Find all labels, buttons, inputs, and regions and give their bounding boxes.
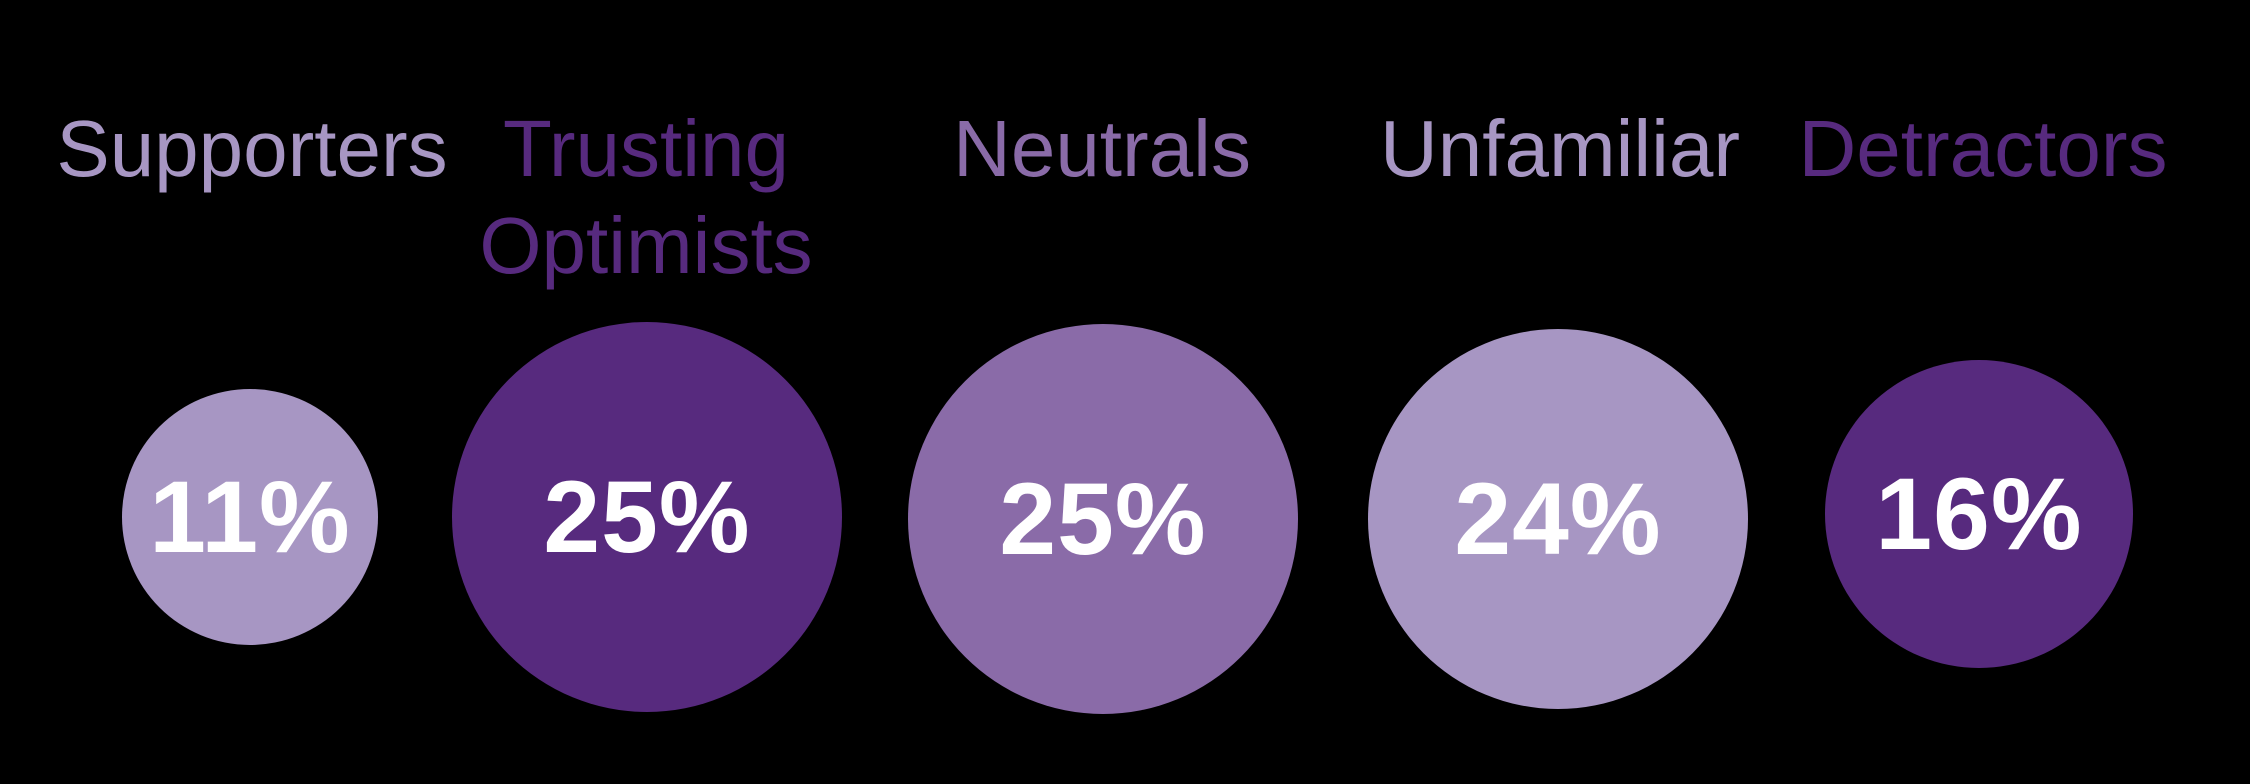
segment-value-trusting-optimists: 25% [543, 459, 751, 574]
segment-label-trusting-optimists: Trusting Optimists [479, 104, 813, 290]
segment-value-detractors: 16% [1875, 456, 2083, 571]
segment-value-unfamiliar: 24% [1454, 461, 1662, 576]
segment-circle-trusting-optimists: 25% [452, 322, 842, 712]
segment-circle-unfamiliar: 24% [1368, 329, 1748, 709]
segment-label-neutrals: Neutrals [953, 104, 1251, 193]
segment-label-supporters: Supporters [56, 104, 448, 193]
segment-circle-supporters: 11% [122, 389, 378, 645]
segment-label-detractors: Detractors [1798, 104, 2168, 193]
segment-circle-detractors: 16% [1825, 360, 2133, 668]
segment-label-unfamiliar: Unfamiliar [1379, 104, 1741, 193]
segment-value-supporters: 11% [149, 459, 351, 574]
segment-circle-neutrals: 25% [908, 324, 1298, 714]
segment-value-neutrals: 25% [999, 461, 1207, 576]
